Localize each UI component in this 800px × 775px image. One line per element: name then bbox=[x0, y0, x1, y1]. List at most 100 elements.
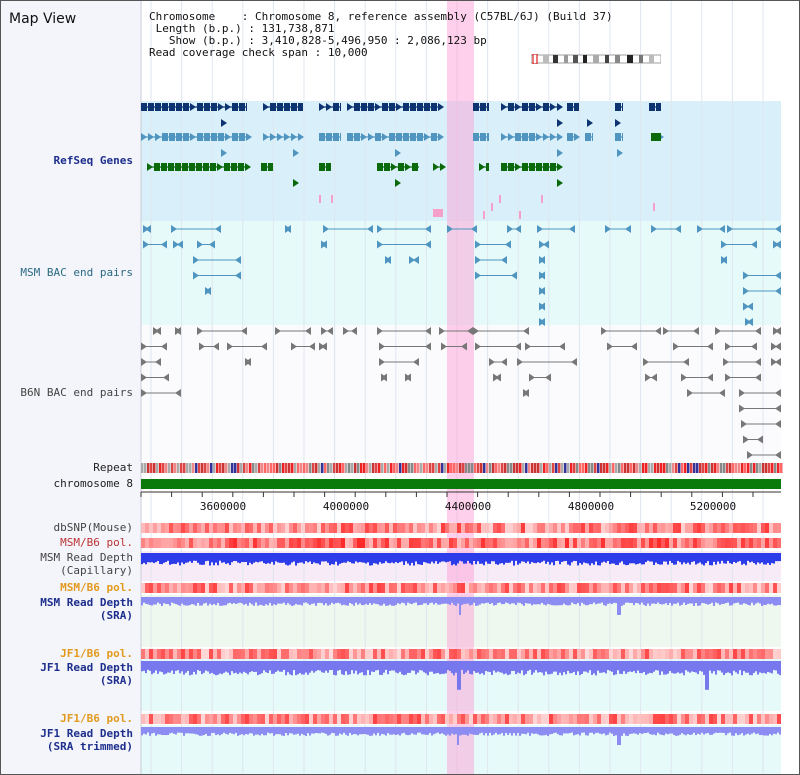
depth-bar bbox=[171, 553, 173, 565]
depth-bar bbox=[731, 661, 733, 676]
gene-exon bbox=[424, 103, 430, 111]
density-cell bbox=[297, 714, 301, 724]
bac-end bbox=[327, 327, 333, 335]
depth-bar bbox=[223, 597, 225, 606]
bac-end bbox=[747, 451, 753, 459]
density-cell bbox=[401, 583, 405, 593]
depth-bar bbox=[691, 597, 693, 604]
depth-bar bbox=[641, 597, 643, 603]
density-cell bbox=[689, 649, 693, 659]
density-cell bbox=[317, 538, 321, 548]
depth-bar bbox=[409, 553, 411, 566]
bac-end bbox=[413, 358, 419, 366]
depth-bar bbox=[493, 597, 495, 606]
depth-bar bbox=[247, 597, 249, 606]
depth-bar bbox=[305, 661, 307, 673]
depth-bar bbox=[437, 727, 439, 733]
depth-bar bbox=[717, 661, 719, 671]
density-cell bbox=[445, 538, 449, 548]
depth-bar bbox=[707, 661, 709, 690]
depth-bar bbox=[271, 553, 273, 562]
depth-bar bbox=[219, 727, 221, 736]
depth-bar bbox=[577, 727, 579, 735]
density-cell bbox=[513, 714, 517, 724]
density-cell bbox=[325, 649, 329, 659]
depth-bar bbox=[201, 553, 203, 565]
depth-bar bbox=[655, 597, 657, 604]
density-cell bbox=[433, 583, 437, 593]
depth-bar bbox=[765, 553, 767, 565]
depth-bar bbox=[467, 553, 469, 561]
depth-bar bbox=[175, 553, 177, 565]
gene-arrow bbox=[515, 163, 521, 171]
depth-bar bbox=[299, 597, 301, 605]
bac-end bbox=[261, 342, 267, 351]
gene-arrow bbox=[557, 103, 563, 111]
bac-end bbox=[727, 225, 733, 233]
repeat-element bbox=[315, 463, 318, 473]
depth-bar bbox=[569, 597, 571, 606]
depth-bar bbox=[689, 597, 691, 604]
repeat-element bbox=[675, 463, 678, 473]
density-cell bbox=[573, 523, 577, 533]
repeat-element bbox=[756, 463, 759, 473]
depth-bar bbox=[213, 553, 215, 566]
density-cell bbox=[733, 523, 737, 533]
density-cell bbox=[681, 583, 685, 593]
density-cell bbox=[749, 583, 753, 593]
depth-bar bbox=[433, 597, 435, 605]
depth-bar bbox=[721, 727, 723, 733]
depth-bar bbox=[613, 727, 615, 736]
depth-bar bbox=[263, 597, 265, 606]
depth-bar bbox=[553, 661, 555, 672]
depth-bar bbox=[701, 727, 703, 733]
depth-bar bbox=[447, 727, 449, 735]
depth-bar bbox=[599, 727, 601, 734]
density-cell bbox=[425, 538, 429, 548]
density-cell bbox=[365, 649, 369, 659]
density-cell bbox=[561, 714, 565, 724]
density-cell bbox=[181, 583, 185, 593]
depth-bar bbox=[533, 597, 535, 605]
density-cell bbox=[525, 649, 529, 659]
gene-exon bbox=[238, 163, 244, 171]
depth-bar bbox=[231, 727, 233, 734]
repeat-element bbox=[147, 463, 150, 473]
depth-bar bbox=[715, 553, 717, 565]
depth-bar bbox=[493, 727, 495, 735]
depth-bar bbox=[367, 597, 369, 605]
depth-bar bbox=[273, 661, 275, 674]
density-cell bbox=[305, 714, 309, 724]
gene-exon bbox=[270, 103, 276, 111]
chromosome-ideogram[interactable] bbox=[531, 54, 661, 64]
depth-bar bbox=[145, 553, 147, 565]
depth-bar bbox=[567, 553, 569, 565]
depth-bar bbox=[211, 661, 213, 673]
density-cell bbox=[585, 523, 589, 533]
bac-end bbox=[775, 389, 781, 397]
bac-end bbox=[163, 373, 169, 382]
depth-bar bbox=[541, 661, 543, 673]
depth-bar bbox=[317, 727, 319, 734]
depth-bar bbox=[449, 553, 451, 562]
depth-bar bbox=[325, 661, 327, 671]
density-cell bbox=[341, 649, 345, 659]
depth-bar bbox=[495, 727, 497, 733]
density-cell bbox=[665, 649, 669, 659]
density-cell bbox=[265, 523, 269, 533]
density-cell bbox=[497, 583, 501, 593]
depth-bar bbox=[651, 661, 653, 674]
depth-bar bbox=[685, 597, 687, 606]
depth-bar bbox=[157, 727, 159, 735]
feature-arrow bbox=[587, 119, 593, 127]
bac-end bbox=[681, 373, 687, 382]
depth-bar bbox=[311, 727, 313, 734]
depth-bar bbox=[655, 661, 657, 671]
depth-bar bbox=[703, 661, 705, 675]
density-cell bbox=[433, 523, 437, 533]
selected-region-highlight[interactable] bbox=[447, 1, 474, 774]
density-cell bbox=[589, 649, 593, 659]
depth-bar bbox=[301, 597, 303, 606]
depth-bar bbox=[241, 727, 243, 735]
